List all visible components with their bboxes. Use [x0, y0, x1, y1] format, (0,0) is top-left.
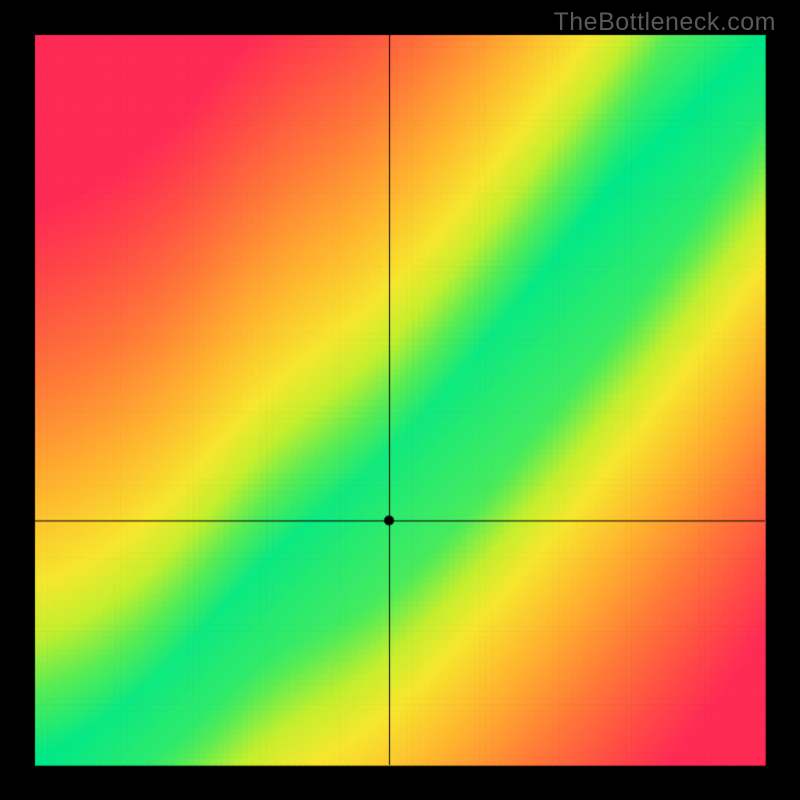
watermark-text: TheBottleneck.com	[554, 8, 777, 37]
chart-container: TheBottleneck.com	[0, 0, 800, 800]
bottleneck-heatmap	[0, 0, 800, 800]
